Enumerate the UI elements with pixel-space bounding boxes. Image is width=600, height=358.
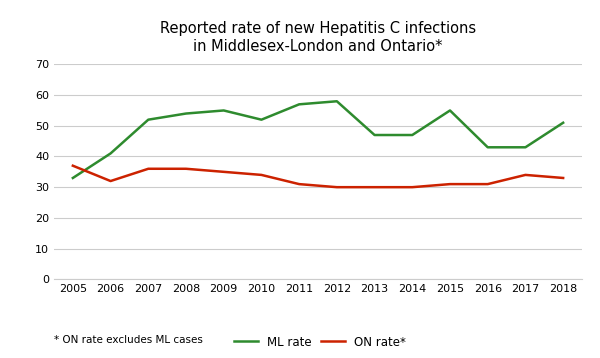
- Text: * ON rate excludes ML cases: * ON rate excludes ML cases: [54, 335, 203, 345]
- Legend: ML rate, ON rate*: ML rate, ON rate*: [234, 335, 406, 349]
- Title: Reported rate of new Hepatitis C infections
in Middlesex-London and Ontario*: Reported rate of new Hepatitis C infecti…: [160, 21, 476, 54]
